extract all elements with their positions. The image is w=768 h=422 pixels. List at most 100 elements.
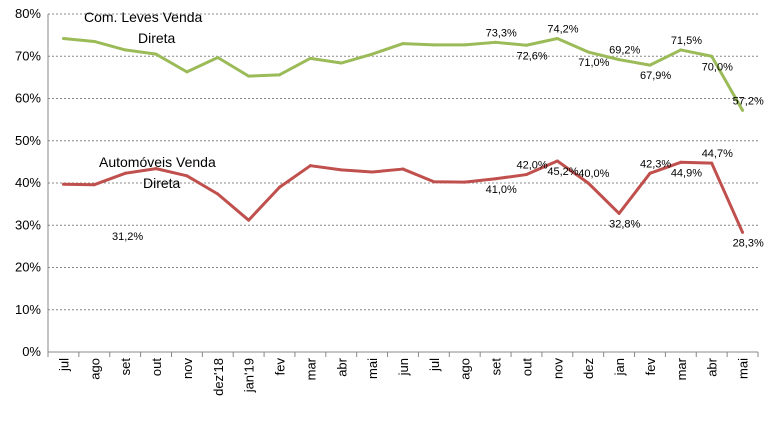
- data-point: [555, 37, 559, 41]
- data-point: [648, 63, 652, 67]
- data-point: [278, 185, 282, 189]
- data-point: [216, 56, 220, 60]
- data-label: 32,8%: [609, 218, 640, 230]
- x-tick-label: jun: [396, 358, 411, 376]
- data-point: [648, 171, 652, 175]
- data-point: [370, 52, 374, 56]
- data-label: 69,2%: [609, 45, 640, 57]
- x-tick-label: dez: [581, 358, 596, 379]
- data-label: 41,0%: [486, 184, 517, 196]
- data-label: 40,0%: [578, 168, 609, 180]
- data-label: 44,7%: [702, 148, 733, 160]
- x-tick-label: mar: [303, 357, 318, 380]
- data-point: [185, 70, 189, 74]
- y-tick-label: 40%: [15, 175, 41, 190]
- x-tick-label: jul: [56, 358, 71, 372]
- x-tick-label: nov: [550, 358, 565, 379]
- x-tick-label: out: [519, 358, 534, 376]
- series-line-1: [63, 159, 744, 234]
- data-label: 45,2%: [547, 166, 578, 178]
- x-tick-label: fev: [273, 358, 288, 376]
- data-point: [339, 168, 343, 172]
- data-point: [617, 211, 621, 215]
- data-label: 70,0%: [702, 61, 733, 73]
- x-tick-label: abr: [705, 357, 720, 376]
- data-point: [679, 160, 683, 164]
- data-label: 72,6%: [516, 50, 547, 62]
- data-point: [154, 167, 158, 171]
- data-point: [92, 183, 96, 187]
- data-point: [92, 39, 96, 43]
- x-tick-label: mai: [365, 358, 380, 379]
- data-point: [185, 174, 189, 178]
- data-point: [123, 48, 127, 52]
- gridlines: [47, 13, 758, 353]
- data-point: [494, 40, 498, 44]
- data-point: [216, 192, 220, 196]
- x-tick-label: jan: [612, 358, 627, 376]
- data-point: [308, 164, 312, 168]
- data-point: [741, 230, 745, 234]
- data-point: [401, 167, 405, 171]
- data-label: 71,5%: [671, 35, 702, 47]
- x-tick-label: out: [149, 358, 164, 376]
- x-tick-label: fev: [643, 358, 658, 376]
- data-label: 67,9%: [640, 70, 671, 82]
- data-label: 44,9%: [671, 167, 702, 179]
- data-point: [494, 177, 498, 181]
- y-tick-label: 0%: [22, 344, 41, 359]
- series-name-automoveis-line1: Automóveis Venda: [99, 154, 216, 170]
- y-tick-label: 80%: [15, 6, 41, 21]
- data-point: [463, 180, 467, 184]
- series-name-com-leves-line2: Direta: [138, 30, 176, 46]
- x-tick-label: set: [118, 358, 133, 376]
- data-label: 28,3%: [733, 237, 764, 249]
- data-label: 57,2%: [733, 95, 764, 107]
- data-point: [679, 48, 683, 52]
- x-tick-label: abr: [334, 357, 349, 376]
- x-tick-label: jul: [427, 358, 442, 372]
- data-label: 74,2%: [547, 24, 578, 36]
- series-names: Com. Leves Venda Direta Automóveis Venda…: [84, 9, 216, 191]
- data-point: [154, 52, 158, 56]
- data-point: [432, 43, 436, 47]
- series-layer: [61, 37, 745, 234]
- data-point: [463, 43, 467, 47]
- data-point: [741, 108, 745, 112]
- data-point: [123, 171, 127, 175]
- data-point: [524, 173, 528, 177]
- data-point: [710, 54, 714, 58]
- data-point: [432, 180, 436, 184]
- x-tick-label: dez'18: [211, 358, 226, 396]
- data-point: [308, 56, 312, 60]
- data-point: [555, 159, 559, 163]
- x-tick-label: ago: [87, 358, 102, 380]
- x-tick-label: ago: [458, 358, 473, 380]
- data-label: 31,2%: [112, 231, 143, 243]
- y-tick-label: 10%: [15, 302, 41, 317]
- y-tick-label: 20%: [15, 260, 41, 275]
- data-point: [524, 43, 528, 47]
- data-point: [247, 218, 251, 222]
- x-axis: jul ago set out nov dez'18 jan'19 fev mar abr mai j…: [47, 352, 759, 396]
- data-point: [586, 181, 590, 185]
- y-tick-label: 60%: [15, 91, 41, 106]
- y-axis: 0% 10% 20% 30% 40% 50% 60% 70% 80%: [15, 6, 41, 359]
- data-point: [278, 73, 282, 77]
- x-tick-label: set: [489, 358, 504, 376]
- data-labels: 73,3% 72,6% 74,2% 71,0%69,2% 67,9% 71,5% 70,0%…: [112, 24, 764, 250]
- data-point: [586, 50, 590, 54]
- x-tick-label: mar: [674, 357, 689, 380]
- data-label: 71,0%: [578, 57, 609, 69]
- data-label: 73,3%: [486, 27, 517, 39]
- x-tick-label: jan'19: [242, 358, 257, 393]
- x-tick-label: nov: [180, 358, 195, 379]
- data-point: [710, 161, 714, 165]
- data-point: [617, 58, 621, 62]
- data-point: [61, 182, 65, 186]
- y-tick-label: 50%: [15, 133, 41, 148]
- data-point: [370, 170, 374, 174]
- x-tick-label: mai: [736, 358, 751, 379]
- data-point: [339, 61, 343, 65]
- series-name-automoveis-line2: Direta: [143, 175, 181, 191]
